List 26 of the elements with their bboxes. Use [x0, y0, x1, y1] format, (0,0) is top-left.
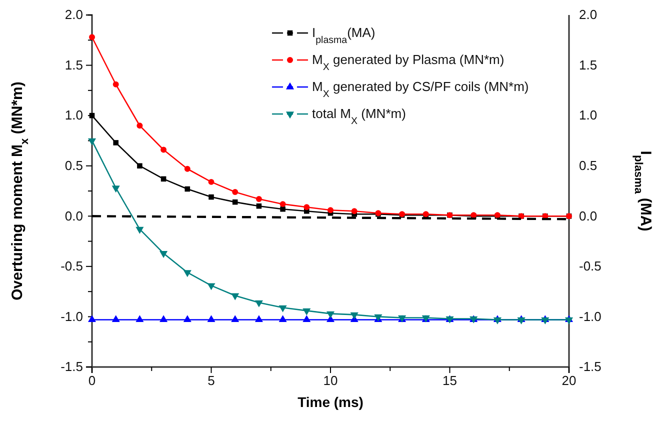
y-tick-label: -1.5 [60, 359, 83, 374]
legend-label: total M$_{X}$ (MN*m) [312, 106, 406, 126]
y2-tick-label: 1.5 [579, 57, 598, 72]
y2-tick-label: 1.0 [579, 108, 598, 123]
x-tick-label: 0 [88, 373, 96, 388]
y-tick-label: -1.0 [60, 308, 83, 324]
y2-tick-label: -1.5 [579, 359, 602, 374]
y-tick-label: 0.0 [64, 208, 83, 224]
y2-tick-label: -0.5 [579, 258, 602, 274]
x-axis-title: Time (ms) [298, 394, 364, 410]
y2-tick-label: 0.0 [579, 208, 598, 224]
y-tick-label: -0.5 [60, 258, 83, 274]
y-tick-label: 1.5 [64, 57, 83, 72]
x-tick-label: 15 [442, 373, 457, 388]
x-tick-label: 5 [208, 373, 215, 388]
y-tick-label: 1.0 [64, 108, 83, 123]
y-tick-label: 2.0 [64, 7, 83, 22]
legend-label: M$_{X}$ generated by CS/PF coils (MN*m) [312, 79, 529, 100]
legend-label: I$_{plasma}$(MA) [312, 25, 376, 46]
x-tick-label: 20 [562, 373, 576, 388]
y2-tick-label: -1.0 [579, 308, 602, 324]
y2-tick-label: 0.5 [579, 158, 598, 174]
legend-label: M$_{X}$ generated by Plasma (MN*m) [312, 52, 504, 72]
y-tick-label: 0.5 [64, 158, 83, 174]
y2-tick-label: 2.0 [579, 7, 598, 22]
x-tick-label: 10 [323, 373, 338, 388]
